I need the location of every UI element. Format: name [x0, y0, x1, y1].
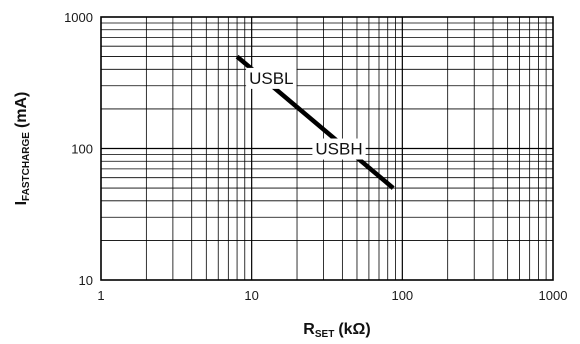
x-tick-label: 1 [97, 288, 104, 303]
y-axis-title-unit: (mA) [13, 92, 30, 128]
x-tick-label: 10 [244, 288, 258, 303]
annotation-layer: USBL USBH [246, 67, 366, 160]
x-axis-title-main: R [303, 321, 315, 338]
y-axis-title: IFASTCHARGE (mA) [13, 92, 32, 206]
x-tick-label: 100 [391, 288, 413, 303]
x-tick-label: 1000 [539, 288, 568, 303]
y-tick-label: 1000 [64, 10, 93, 25]
x-axis-title-sub: SET [315, 329, 334, 340]
x-axis-title: RSET (kΩ) [303, 321, 370, 340]
plot-frame [100, 16, 554, 281]
annotation-label: USBL [249, 69, 293, 88]
y-tick-labels: 10 100 1000 [64, 10, 93, 288]
annotation-label: USBH [315, 140, 362, 159]
x-axis-title-unit: (kΩ) [338, 321, 370, 338]
x-tick-labels: 1 10 100 1000 [97, 288, 567, 303]
y-tick-label: 10 [79, 273, 93, 288]
y-tick-label: 100 [71, 142, 93, 157]
annotation-background [246, 67, 297, 89]
annotation-background [312, 138, 366, 160]
y-axis-title-main: I [13, 201, 30, 205]
y-axis-title-sub: FASTCHARGE [21, 132, 32, 201]
